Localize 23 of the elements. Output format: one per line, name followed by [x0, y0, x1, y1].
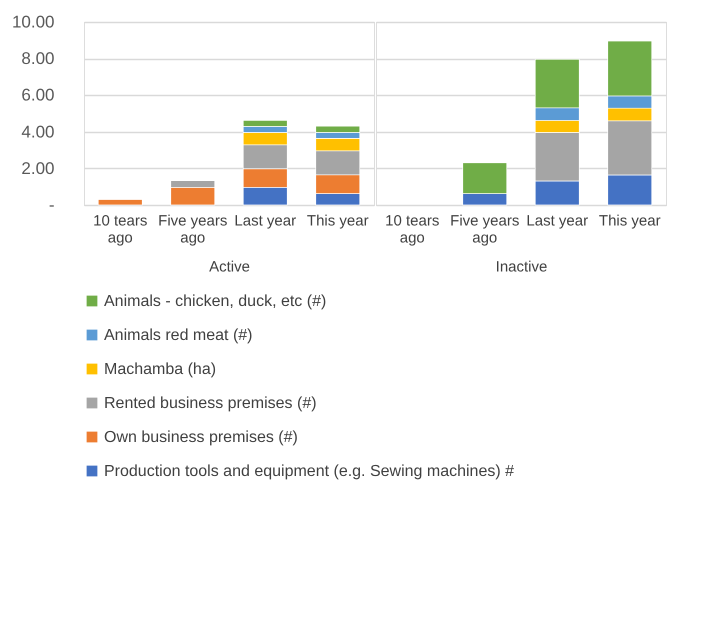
x-tick-label: 10 tears ago: [385, 212, 440, 246]
y-tick-label: 4.00: [21, 122, 54, 142]
x-tick-label: This year: [598, 212, 661, 230]
x-axis-title: Inactive: [496, 258, 548, 276]
x-axis-title: Active: [209, 258, 250, 276]
legend-label: Production tools and equipment (e.g. Sewing machines) #: [104, 463, 514, 480]
x-tick-label: Five years ago: [158, 212, 228, 246]
x-tick-label: 10 tears ago: [93, 212, 148, 246]
x-tick-label: This year: [306, 212, 369, 230]
legend-label: Rented business premises (#): [104, 395, 317, 412]
legend-label: Machamba (ha): [104, 361, 216, 378]
x-tick-label: Five years ago: [450, 212, 520, 246]
y-tick-label: 6.00: [21, 86, 54, 105]
y-tick-label: -: [48, 196, 54, 214]
legend-label: Animals red meat (#): [104, 327, 252, 344]
x-tick-label: Last year: [526, 212, 588, 230]
y-tick-label: 8.00: [21, 49, 54, 68]
x-tick-label: Last year: [234, 212, 296, 230]
bar: [98, 199, 143, 206]
y-tick-label: 2.00: [21, 158, 54, 178]
legend-label: Own business premises (#): [104, 429, 298, 446]
legend-label: Animals - chicken, duck, etc (#): [104, 293, 326, 310]
y-tick-label: 10.00: [12, 12, 54, 32]
